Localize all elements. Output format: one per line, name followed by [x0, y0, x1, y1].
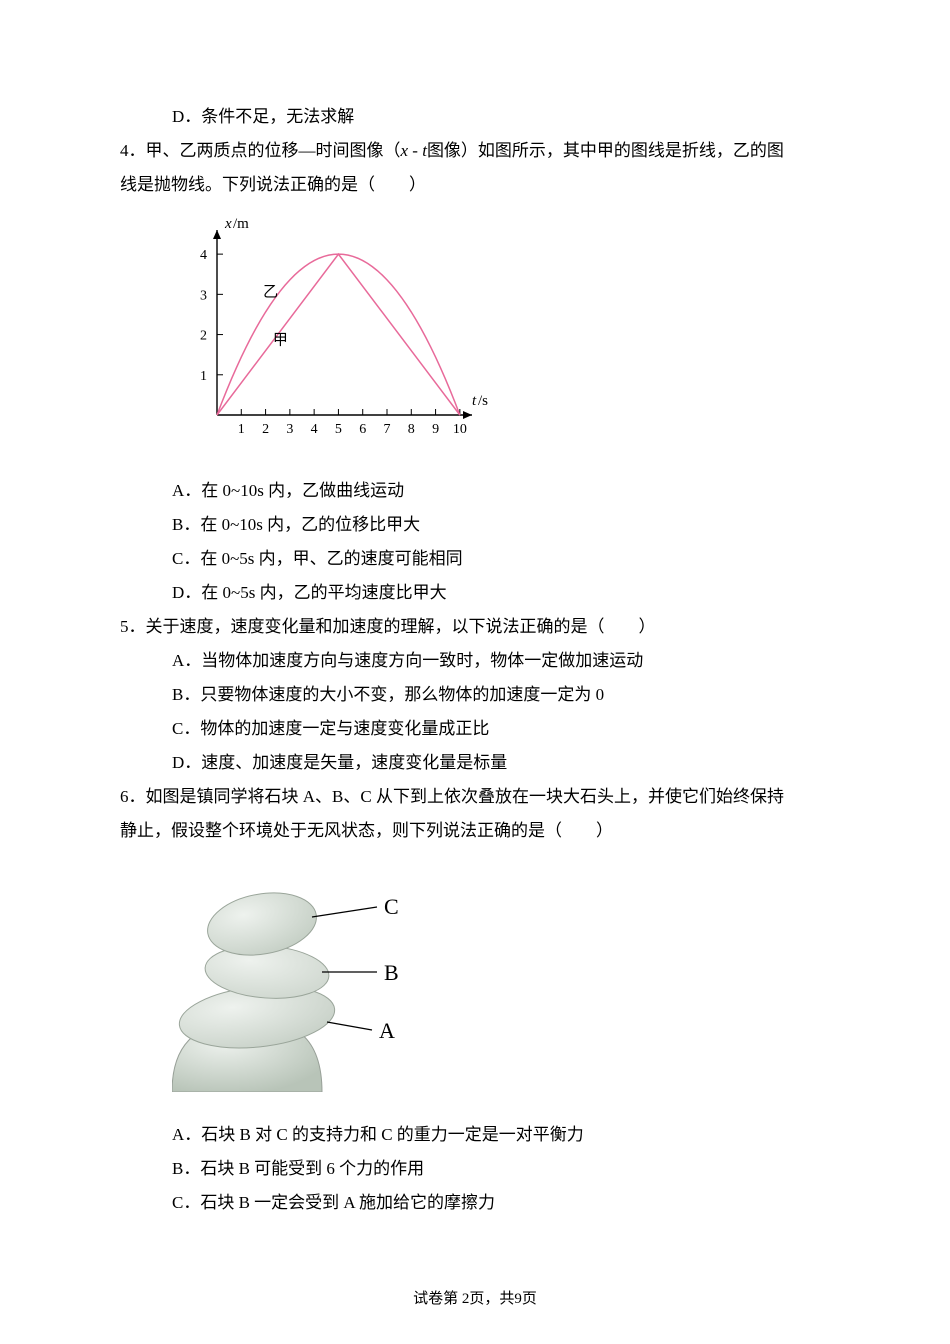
- svg-text:1: 1: [238, 422, 245, 437]
- svg-text:10: 10: [453, 422, 467, 437]
- q5-option-c: C．物体的加速度一定与速度变化量成正比: [120, 712, 830, 746]
- svg-text:3: 3: [286, 422, 293, 437]
- svg-text:t: t: [472, 393, 477, 409]
- svg-text:2: 2: [200, 329, 207, 344]
- q4-stem-line2: 线是抛物线。下列说法正确的是（ ）: [120, 168, 830, 202]
- svg-text:9: 9: [432, 422, 439, 437]
- svg-text:乙: 乙: [263, 284, 278, 300]
- q4-chart-svg: 1 2 3 4 5 6 7 8 9 10 1 2 3 4 x/m t/s 甲 乙: [172, 210, 492, 450]
- svg-text:4: 4: [311, 422, 318, 437]
- q4-stem-part1b: 图像）如图所示，其中甲的图线是折线，乙的图: [427, 141, 784, 160]
- page-footer: 试卷第 2页，共9页: [0, 1284, 950, 1314]
- svg-text:6: 6: [359, 422, 366, 437]
- q4-option-a: A．在 0~10s 内，乙做曲线运动: [120, 474, 830, 508]
- q6-stem-line2: 静止，假设整个环境处于无风状态，则下列说法正确的是（ ）: [120, 814, 830, 848]
- q4-stem-line1: 4．甲、乙两质点的位移—时间图像（x - t图像）如图所示，其中甲的图线是折线，…: [120, 134, 830, 168]
- svg-text:7: 7: [384, 422, 391, 437]
- svg-text:3: 3: [200, 288, 207, 303]
- q6-figure: C B A: [120, 862, 830, 1104]
- q6-option-b: B．石块 B 可能受到 6 个力的作用: [120, 1152, 830, 1186]
- q6-option-a: A．石块 B 对 C 的支持力和 C 的重力一定是一对平衡力: [120, 1118, 830, 1152]
- svg-text:5: 5: [335, 422, 342, 437]
- q4-stem-part1: 4．甲、乙两质点的位移—时间图像（: [120, 141, 401, 160]
- q4-option-d: D．在 0~5s 内，乙的平均速度比甲大: [120, 576, 830, 610]
- q6-stem-line1: 6．如图是镇同学将石块 A、B、C 从下到上依次叠放在一块大石头上，并使它们始终…: [120, 780, 830, 814]
- q4-stem-var: x - t: [401, 141, 427, 160]
- svg-text:1: 1: [200, 369, 207, 384]
- q5-option-d: D．速度、加速度是矢量，速度变化量是标量: [120, 746, 830, 780]
- q4-chart: 1 2 3 4 5 6 7 8 9 10 1 2 3 4 x/m t/s 甲 乙: [120, 210, 830, 462]
- svg-text:B: B: [384, 960, 399, 985]
- svg-text:甲: 甲: [273, 333, 288, 349]
- svg-text:8: 8: [408, 422, 415, 437]
- q5-stem: 5．关于速度，速度变化量和加速度的理解，以下说法正确的是（ ）: [120, 610, 830, 644]
- svg-text:2: 2: [262, 422, 269, 437]
- q4-option-b: B．在 0~10s 内，乙的位移比甲大: [120, 508, 830, 542]
- svg-text:/s: /s: [478, 393, 488, 409]
- svg-text:x: x: [224, 216, 232, 232]
- q3-option-d: D．条件不足，无法求解: [120, 100, 830, 134]
- svg-text:4: 4: [200, 248, 207, 263]
- q5-option-a: A．当物体加速度方向与速度方向一致时，物体一定做加速运动: [120, 644, 830, 678]
- q6-option-c: C．石块 B 一定会受到 A 施加给它的摩擦力: [120, 1186, 830, 1220]
- svg-text:C: C: [384, 894, 399, 919]
- q5-option-b: B．只要物体速度的大小不变，那么物体的加速度一定为 0: [120, 678, 830, 712]
- svg-text:/m: /m: [233, 216, 249, 232]
- q4-option-c: C．在 0~5s 内，甲、乙的速度可能相同: [120, 542, 830, 576]
- svg-text:A: A: [379, 1018, 395, 1043]
- q6-figure-svg: C B A: [172, 862, 422, 1092]
